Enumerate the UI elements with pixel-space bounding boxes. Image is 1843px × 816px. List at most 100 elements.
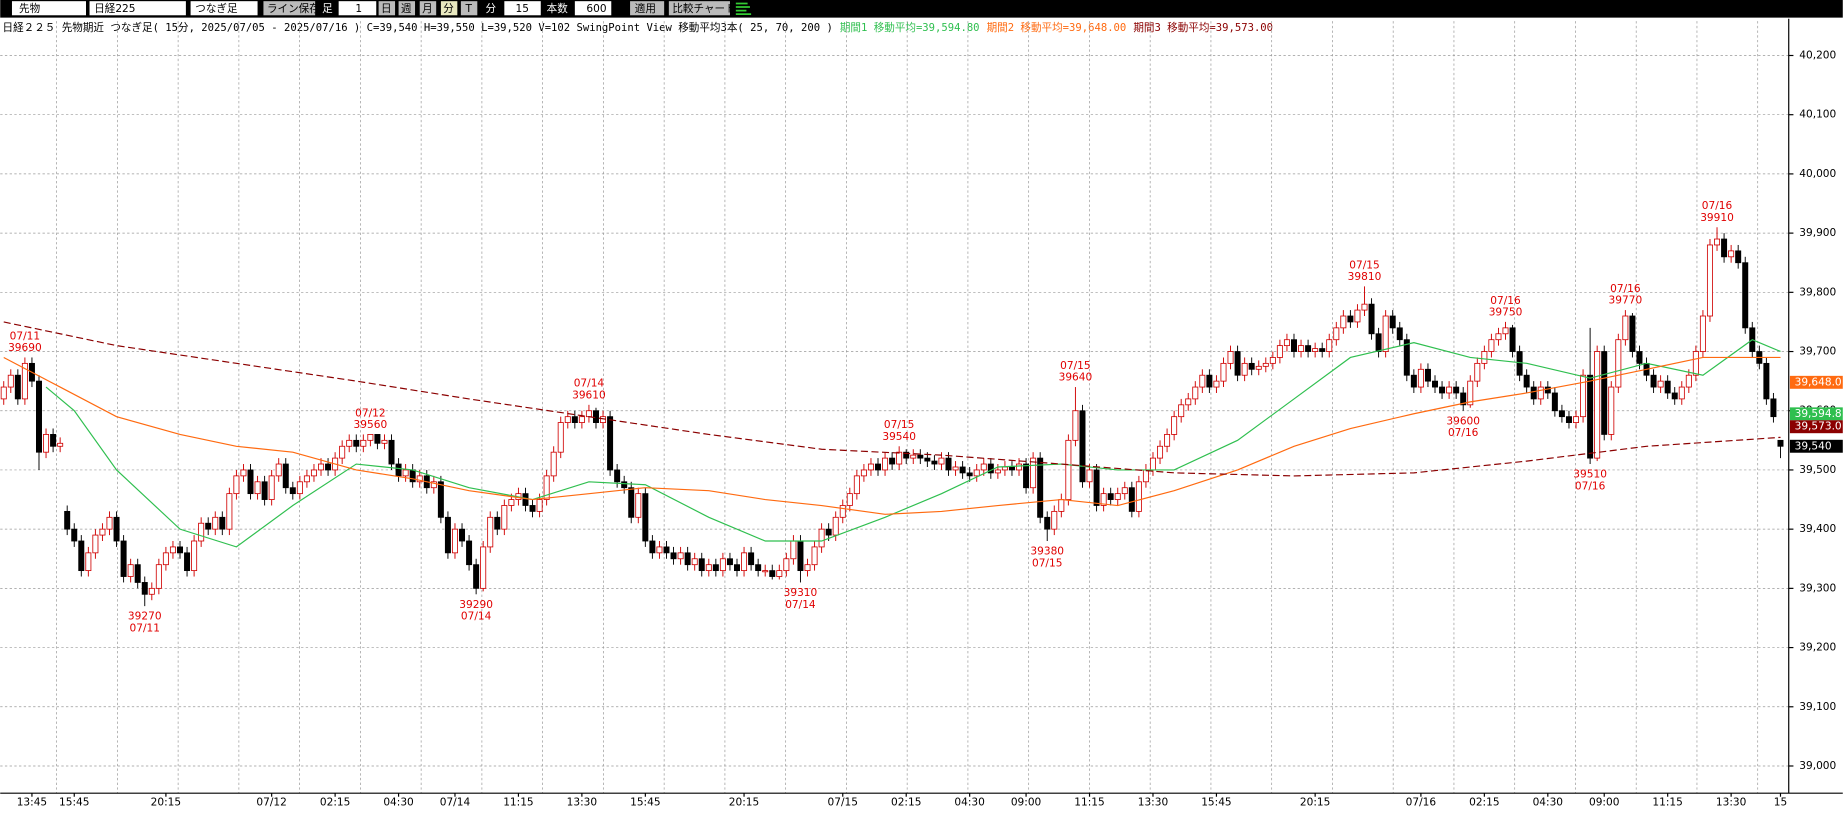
- swing-date: 07/11: [10, 330, 40, 342]
- y-tick-label: 39,700: [1799, 346, 1836, 358]
- candle-body: [903, 451, 910, 459]
- candle-body: [282, 463, 289, 489]
- x-tick-label: 20:15: [1300, 797, 1330, 809]
- candle-body: [1657, 380, 1664, 388]
- tick-text: T: [465, 3, 473, 15]
- candle-body: [1030, 457, 1037, 489]
- candle-body: [959, 466, 966, 474]
- moving-average: [3, 356, 1781, 515]
- swing-price: 39810: [1348, 271, 1382, 283]
- candle-body: [1502, 327, 1509, 335]
- y-tick-label: 39,800: [1799, 286, 1836, 298]
- apply-button[interactable]: [630, 1, 665, 16]
- x-tick-label: 02:15: [1469, 797, 1499, 809]
- candle-body: [1001, 466, 1008, 471]
- indicator-icon[interactable]: [735, 2, 752, 15]
- minutes-input[interactable]: [504, 1, 541, 16]
- swing-date: 07/12: [355, 407, 385, 419]
- candle-body: [1671, 392, 1678, 400]
- candle-body: [57, 442, 64, 447]
- bar-label: 足: [322, 3, 333, 15]
- bar-input[interactable]: [338, 1, 377, 16]
- candle-body: [846, 493, 853, 506]
- minute-text: 分: [443, 3, 454, 15]
- candle-body: [1149, 457, 1156, 471]
- day-button[interactable]: [378, 1, 396, 16]
- x-tick-label: 07/14: [440, 797, 471, 809]
- price-tag: [1789, 407, 1843, 421]
- candle-body: [50, 434, 57, 447]
- symbol-select[interactable]: [89, 1, 186, 16]
- candle-body: [1714, 238, 1721, 246]
- candle-body: [444, 516, 451, 554]
- candle-body: [1565, 416, 1572, 423]
- candle-body: [325, 463, 332, 471]
- compare-button[interactable]: [668, 1, 730, 16]
- swing-date: 07/15: [1060, 360, 1090, 372]
- candle-body: [762, 570, 769, 573]
- candle-body: [663, 546, 670, 554]
- save-button[interactable]: [263, 1, 316, 16]
- y-tick-label: 39,900: [1799, 227, 1836, 239]
- toolbar: 先物 日経225 つなぎ足 ライン保存 足 1 日 週 月 分 T 分 15 本…: [0, 0, 1843, 18]
- candle-body: [501, 505, 508, 530]
- candle-body: [1298, 345, 1305, 352]
- swing-date: 07/15: [1349, 259, 1379, 271]
- candle-body: [1537, 386, 1544, 400]
- market-select[interactable]: [11, 1, 86, 16]
- candle-body: [99, 528, 106, 536]
- candle-body: [1728, 250, 1735, 258]
- candle-body: [882, 457, 889, 471]
- candle-body: [212, 516, 219, 530]
- candle-body: [1481, 351, 1488, 364]
- price-tag-label: 39,594.8: [1795, 408, 1842, 420]
- swing-price: 39380: [1030, 546, 1064, 558]
- candle-body: [839, 505, 846, 518]
- candle-body: [451, 528, 458, 554]
- candle-body: [1678, 386, 1685, 400]
- month-button[interactable]: [419, 1, 437, 16]
- day-text: 日: [381, 3, 392, 15]
- candle-body: [889, 457, 896, 465]
- week-button[interactable]: [398, 1, 416, 16]
- candle-body: [21, 362, 28, 400]
- mode-select[interactable]: [190, 1, 258, 16]
- candle-body: [825, 528, 832, 536]
- candle-body: [1664, 380, 1671, 394]
- candle-body: [1692, 351, 1699, 376]
- candle-body: [409, 469, 416, 483]
- candle-body: [1467, 380, 1474, 406]
- candle-body: [106, 516, 113, 530]
- week-text: 週: [401, 3, 412, 15]
- candle-body: [1234, 351, 1241, 376]
- price-tag: [1789, 375, 1843, 389]
- compare-text: 比較チャート: [672, 2, 735, 15]
- minute-button[interactable]: [440, 1, 458, 16]
- candle-body: [1016, 463, 1023, 471]
- count-input[interactable]: [574, 1, 612, 16]
- candle-body: [78, 540, 85, 572]
- candle-body: [318, 463, 325, 471]
- candle-body: [1044, 516, 1051, 530]
- candle-body: [459, 528, 466, 542]
- swing-price: 39290: [459, 599, 493, 611]
- y-tick-label: 39,100: [1799, 701, 1836, 713]
- candle-body: [1608, 386, 1615, 435]
- candle-body: [585, 410, 592, 418]
- candle-body: [1685, 374, 1692, 388]
- minute-label: 分: [486, 3, 497, 15]
- tick-button[interactable]: [460, 1, 478, 16]
- swing-date: 07/11: [130, 622, 160, 634]
- candle-body: [691, 558, 698, 566]
- candle-body: [734, 564, 740, 572]
- candle-body: [1192, 386, 1199, 400]
- swing-price: 39640: [1059, 372, 1093, 384]
- candle-body: [910, 454, 917, 459]
- candle-body: [1488, 339, 1495, 352]
- candle-body: [113, 516, 120, 542]
- price-tag-label: 39,540: [1795, 440, 1832, 452]
- y-tick-label: 39,200: [1799, 642, 1836, 654]
- x-tick-label: 04:30: [954, 797, 985, 809]
- candle-body: [1650, 374, 1657, 388]
